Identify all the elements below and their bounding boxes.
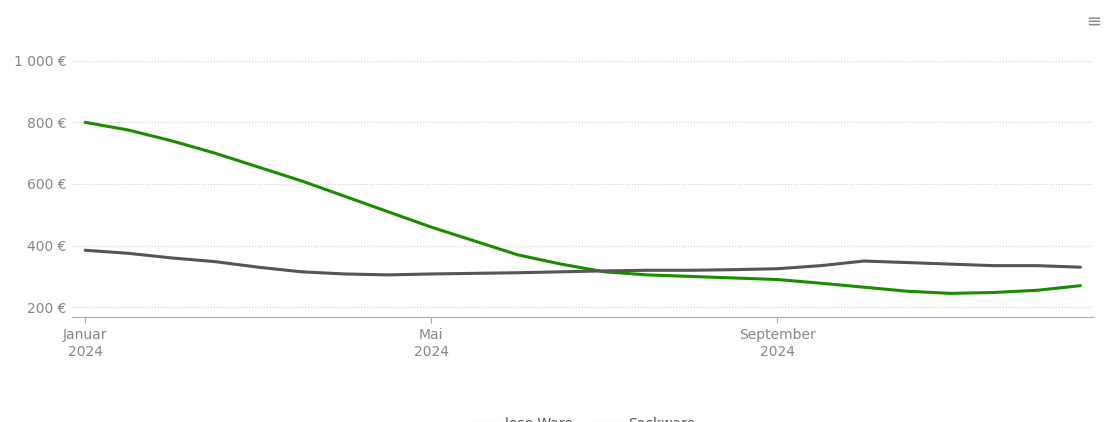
Sackware — [122, 251, 135, 256]
Sackware — [987, 263, 1000, 268]
Sackware — [1030, 263, 1043, 268]
lose Ware — [122, 127, 135, 133]
lose Ware — [597, 269, 611, 274]
Sackware — [814, 263, 827, 268]
lose Ware — [684, 274, 697, 279]
Sackware — [165, 255, 179, 260]
Legend: lose Ware, Sackware: lose Ware, Sackware — [465, 411, 700, 422]
lose Ware — [79, 120, 92, 125]
Line: Sackware: Sackware — [85, 250, 1080, 275]
Sackware — [209, 259, 222, 264]
lose Ware — [770, 277, 784, 282]
Sackware — [295, 269, 309, 274]
lose Ware — [209, 151, 222, 156]
Sackware — [640, 268, 654, 273]
lose Ware — [1073, 283, 1087, 288]
lose Ware — [987, 290, 1000, 295]
Sackware — [382, 272, 395, 277]
Sackware — [770, 266, 784, 271]
lose Ware — [425, 225, 438, 230]
lose Ware — [468, 238, 482, 243]
lose Ware — [512, 252, 525, 257]
lose Ware — [900, 289, 914, 294]
Sackware — [252, 265, 265, 270]
lose Ware — [555, 262, 568, 267]
Line: lose Ware: lose Ware — [85, 122, 1080, 293]
lose Ware — [814, 281, 827, 286]
lose Ware — [640, 272, 654, 277]
Sackware — [684, 268, 697, 273]
Sackware — [857, 259, 870, 264]
Sackware — [79, 248, 92, 253]
Sackware — [900, 260, 914, 265]
Sackware — [597, 268, 611, 273]
Sackware — [727, 267, 740, 272]
lose Ware — [1030, 288, 1043, 293]
lose Ware — [944, 291, 957, 296]
lose Ware — [165, 138, 179, 143]
Sackware — [339, 271, 352, 276]
lose Ware — [295, 179, 309, 184]
Sackware — [944, 262, 957, 267]
lose Ware — [727, 276, 740, 281]
Sackware — [1073, 265, 1087, 270]
lose Ware — [382, 209, 395, 214]
Sackware — [512, 270, 525, 275]
lose Ware — [857, 285, 870, 290]
Sackware — [555, 269, 568, 274]
lose Ware — [339, 194, 352, 199]
Sackware — [468, 271, 482, 276]
lose Ware — [252, 165, 265, 170]
Text: ≡: ≡ — [1086, 13, 1101, 31]
Sackware — [425, 271, 438, 276]
